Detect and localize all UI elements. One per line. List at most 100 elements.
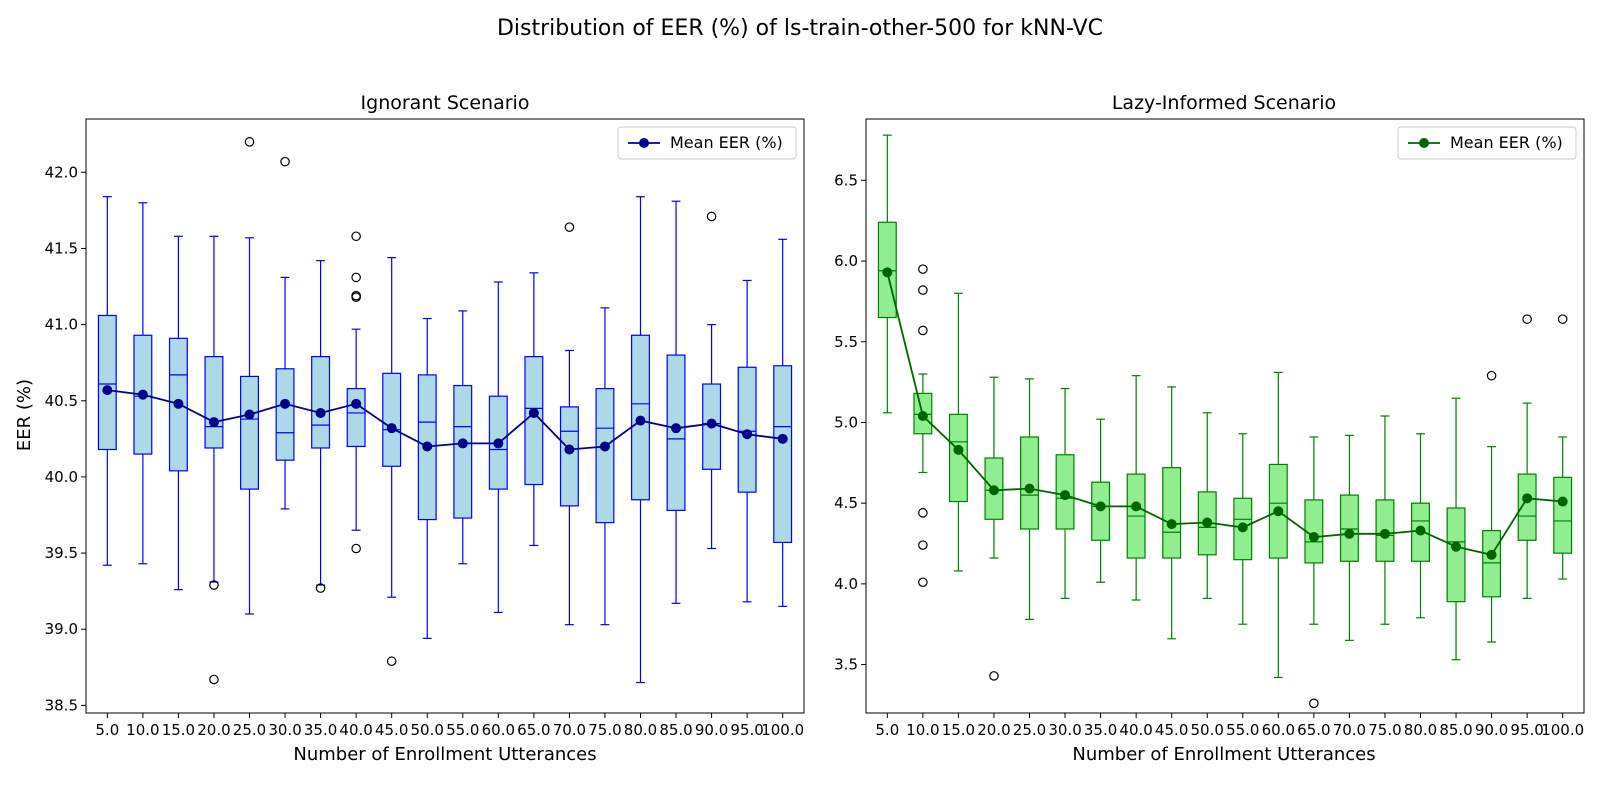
outlier-point (918, 577, 928, 588)
iqr-box (204, 356, 224, 449)
ignorant-box-10-0 (133, 202, 153, 565)
ignorant-x-tick-label: 75.0 (588, 721, 621, 739)
lazy-informed-mean-point (1273, 506, 1284, 517)
lazy-informed-mean-point (1166, 519, 1177, 530)
lazy-informed-box-40-0 (1126, 375, 1146, 601)
iqr-box (773, 365, 793, 544)
lazy-informed-y-tick-label: 5.5 (834, 333, 858, 351)
outlier-point (244, 137, 255, 147)
ignorant-box-40-0 (346, 231, 366, 554)
ignorant-box-20-0 (204, 235, 224, 685)
lazy-informed-x-tick-label: 35.0 (1084, 721, 1117, 739)
outlier-point (386, 656, 397, 667)
lazy-informed-mean-point (1486, 549, 1497, 560)
ignorant-mean-point (422, 441, 433, 452)
ignorant-y-axis-label: EER (%) (14, 379, 35, 451)
ignorant-mean-point (280, 398, 291, 409)
lazy-informed-mean-point (1451, 541, 1462, 552)
ignorant-mean-point (315, 407, 326, 418)
iqr-box (346, 387, 366, 448)
ignorant-x-tick-label: 25.0 (233, 721, 266, 739)
lazy-informed-box-95-0 (1517, 314, 1537, 599)
lazy-informed-box-15-0 (948, 292, 968, 572)
ignorant-box-80-0 (631, 196, 650, 684)
ignorant-mean-point (244, 409, 255, 420)
iqr-box (240, 375, 259, 490)
ignorant-y-tick-label: 40.5 (45, 392, 78, 410)
ignorant-box-15-0 (168, 235, 188, 591)
lazy-informed-mean-point (1024, 483, 1035, 494)
figure-title: Distribution of EER (%) of ls-train-othe… (497, 16, 1103, 41)
outlier-point (918, 325, 928, 336)
iqr-box (595, 387, 615, 524)
lazy-informed-x-tick-label: 75.0 (1368, 721, 1401, 739)
lazy-informed-panel-title: Lazy-Informed Scenario (1112, 92, 1336, 114)
ignorant-mean-point (706, 418, 717, 429)
ignorant-x-tick-label: 55.0 (446, 721, 479, 739)
ignorant-mean-point (173, 398, 184, 409)
ignorant-x-tick-label: 15.0 (162, 721, 195, 739)
ignorant-mean-point (386, 423, 397, 434)
ignorant-x-tick-label: 70.0 (553, 721, 586, 739)
iqr-box (1482, 530, 1502, 598)
lazy-informed-y-tick-label: 5.0 (834, 413, 858, 431)
lazy-informed-mean-point (1557, 496, 1568, 507)
outlier-point (918, 540, 928, 550)
lazy-informed-box-10-0 (913, 264, 933, 588)
legend-entry-label: Mean EER (%) (1450, 133, 1563, 152)
lazy-informed-mean-point (988, 485, 999, 496)
iqr-box (1162, 467, 1182, 559)
ignorant-y-tick-label: 42.0 (45, 163, 78, 181)
lazy-informed-x-tick-label: 80.0 (1404, 721, 1437, 739)
ignorant-x-tick-label: 5.0 (95, 721, 119, 739)
iqr-box (453, 384, 473, 519)
lazy-informed-x-tick-label: 100.0 (1541, 721, 1584, 739)
lazy-informed-mean-point (917, 411, 928, 421)
ignorant-mean-point (777, 433, 788, 444)
ignorant-box-5-0 (97, 196, 117, 566)
iqr-box (1517, 473, 1537, 541)
outlier-point (918, 508, 928, 518)
ignorant-box-45-0 (382, 257, 402, 667)
outlier-point (209, 580, 219, 590)
outlier-point (280, 156, 290, 167)
ignorant-mean-point (208, 417, 219, 428)
lazy-informed-mean-line (886, 272, 1563, 556)
lazy-informed-mean-point (1060, 490, 1071, 501)
lazy-informed-box-45-0 (1162, 386, 1182, 640)
lazy-informed-x-tick-label: 95.0 (1510, 721, 1543, 739)
lazy-informed-x-tick-label: 70.0 (1333, 721, 1366, 739)
lazy-informed-axes-frame (865, 118, 1585, 714)
lazy-informed-x-tick-label: 90.0 (1475, 721, 1508, 739)
ignorant-box-85-0 (666, 200, 686, 604)
ignorant-mean-point (564, 444, 575, 455)
lazy-informed-box-65-0 (1304, 436, 1324, 709)
lazy-informed-box-75-0 (1375, 415, 1395, 625)
lazy-informed-x-tick-label: 15.0 (942, 721, 975, 739)
ignorant-x-axis-label: Number of Enrollment Utterances (293, 744, 596, 765)
ignorant-box-65-0 (524, 272, 544, 547)
legend-marker-swatch (639, 138, 649, 148)
ignorant-mean-point (671, 423, 682, 434)
outlier-point (918, 285, 928, 295)
outlier-point (1557, 314, 1568, 324)
ignorant-x-tick-label: 85.0 (659, 721, 692, 739)
iqr-box (97, 314, 117, 451)
outlier-point (706, 211, 717, 222)
ignorant-box-35-0 (311, 260, 331, 593)
outlier-point (564, 222, 575, 232)
ignorant-y-tick-label: 41.5 (45, 239, 78, 257)
lazy-informed-mean-point (1237, 522, 1248, 533)
outlier-point (315, 583, 326, 593)
iqr-box (948, 413, 968, 503)
lazy-informed-mean-point (1202, 517, 1213, 528)
ignorant-x-tick-label: 65.0 (517, 721, 550, 739)
lazy-informed-box-50-0 (1197, 412, 1217, 599)
lazy-informed-mean-point (953, 444, 964, 455)
lazy-informed-mean-point (1131, 501, 1142, 512)
ignorant-box-30-0 (275, 156, 295, 510)
lazy-informed-box-35-0 (1091, 418, 1111, 583)
ignorant-mean-point (102, 385, 113, 396)
lazy-informed-box-60-0 (1268, 371, 1288, 679)
outlier-point (1522, 314, 1532, 324)
